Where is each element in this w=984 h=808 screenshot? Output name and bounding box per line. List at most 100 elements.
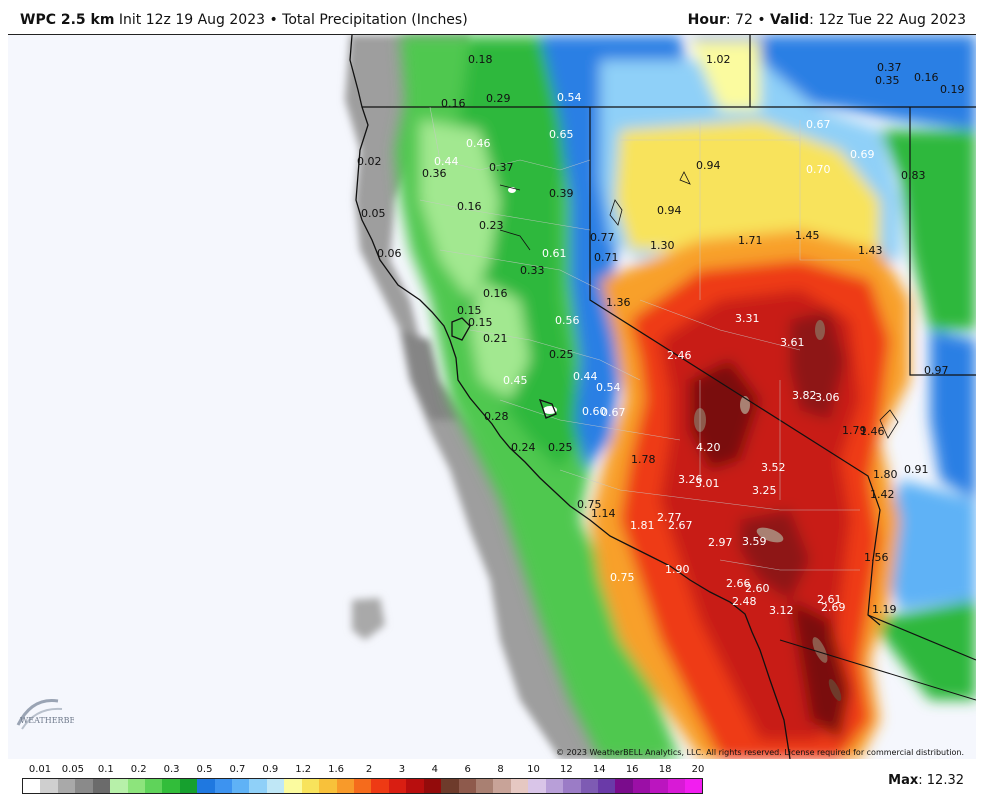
precip-value-label: 3.82: [792, 389, 817, 402]
map-canvas[interactable]: 0.180.16 0.29 0.540.460.650.02 0.440.36 0.37…: [8, 35, 976, 759]
valid-value: : 12z Tue 22 Aug 2023: [809, 12, 966, 28]
precip-value-label: 0.18: [468, 53, 493, 66]
precip-value-label: 0.21: [483, 332, 508, 345]
legend-tick: 1.6: [328, 764, 345, 775]
max-label: Max: [888, 773, 919, 788]
precip-value-label: 1.02: [706, 53, 731, 66]
precip-value-label: 4.20: [696, 441, 721, 454]
legend-swatch: [127, 779, 145, 793]
precip-value-label: 0.60: [582, 405, 607, 418]
header-title: WPC 2.5 km Init 12z 19 Aug 2023 • Total …: [20, 12, 468, 28]
precip-value-label: 3.26: [678, 473, 703, 486]
precip-value-label: 0.36: [422, 167, 447, 180]
precip-value-label: 1.71: [738, 234, 763, 247]
precip-value-label: 2.48: [732, 595, 757, 608]
precip-value-label: 0.37: [489, 161, 514, 174]
legend-tick: 0.01: [28, 764, 52, 775]
legend-swatch: [162, 779, 180, 793]
legend-tick: 0.1: [97, 764, 114, 775]
legend-swatch: [597, 779, 616, 793]
precip-value-label: 0.45: [503, 374, 528, 387]
legend-swatch: [144, 779, 163, 793]
precip-value-label: 0.56: [555, 314, 580, 327]
precip-value-label: 0.69: [850, 148, 875, 161]
legend-swatch: [214, 779, 233, 793]
precipitation-map[interactable]: 0.18 0.16 0.29 0.54 0.46 0.65 0.02 0.44 0.36 0.37…: [8, 35, 976, 759]
precip-value-label: 0.35: [875, 74, 900, 87]
precip-value-label: 0.16: [483, 287, 508, 300]
legend-tick: 0.05: [61, 764, 85, 775]
legend-tick: 0.3: [163, 764, 180, 775]
legend-tick: 3: [398, 764, 406, 775]
precip-value-label: 0.23: [479, 219, 504, 232]
header-divider: [8, 34, 976, 35]
legend-swatch: [580, 779, 598, 793]
legend-swatch: [685, 779, 703, 793]
hour-label: Hour: [687, 12, 726, 28]
precip-value-label: 0.65: [549, 128, 574, 141]
legend-swatch: [441, 779, 459, 793]
legend-swatch: [493, 779, 511, 793]
legend-swatch: [388, 779, 407, 793]
legend-tick-labels: 0.01 0.05 0.1 0.2 0.3 0.5 0.7 0.9 1.2 1.6 2 3 4 6 8 10 1…: [22, 764, 705, 778]
precip-value-label: 0.16: [914, 71, 939, 84]
max-value: Max: 12.32: [888, 773, 964, 788]
model-name: WPC 2.5 km: [20, 12, 115, 28]
precip-value-label: 3.31: [735, 312, 760, 325]
precip-value-label: 1.90: [665, 563, 690, 576]
valid-label: Valid: [770, 12, 810, 28]
precip-value-label: 3.25: [752, 484, 777, 497]
legend-swatch: [57, 779, 76, 793]
precip-value-label: 1.56: [864, 551, 889, 564]
precip-value-label: 0.67: [601, 406, 626, 419]
precip-value-label: 1.81: [630, 519, 655, 532]
hour-value: : 72 •: [725, 12, 771, 28]
legend-swatch: [354, 779, 372, 793]
legend-tick: 0.5: [196, 764, 213, 775]
precip-value-label: 2.69: [821, 601, 846, 614]
legend-swatch: [371, 779, 389, 793]
precip-value-label: 2.46: [667, 349, 692, 362]
rivers-lakes: [499, 171, 899, 439]
legend-swatch: [632, 779, 651, 793]
legend-swatch: [197, 779, 215, 793]
legend-swatch: [266, 779, 285, 793]
header-valid: Hour: 72 • Valid: 12z Tue 22 Aug 2023: [688, 12, 966, 28]
precip-value-label: 0.29: [486, 92, 511, 105]
precip-value-label: 0.71: [594, 251, 619, 264]
precip-value-label: 1.30: [650, 239, 675, 252]
legend-tick: 1.2: [295, 764, 312, 775]
precip-value-label: 0.97: [924, 364, 949, 377]
legend-swatch: [336, 779, 355, 793]
precip-value-label: 1.80: [873, 468, 898, 481]
intl-border: [779, 639, 976, 701]
precip-value-label: 0.15: [468, 316, 493, 329]
precip-value-label: 0.16: [441, 97, 466, 110]
precip-value-label: 0.46: [466, 137, 491, 150]
precip-value-label: 1.14: [591, 507, 616, 520]
precip-value-label: 2.67: [668, 519, 693, 532]
precip-value-label: 0.83: [901, 169, 926, 182]
precip-value-label: 3.12: [769, 604, 794, 617]
legend-swatch: [615, 779, 633, 793]
legend-tick: 18: [658, 764, 672, 775]
precip-value-label: 0.44: [434, 155, 459, 168]
legend-tick: 8: [497, 764, 504, 775]
weatherbell-logo: WEATHERBELL: [14, 695, 74, 735]
legend-swatch: [301, 779, 320, 793]
legend-tick: 16: [625, 764, 639, 775]
legend-swatch: [75, 779, 93, 793]
precip-value-label: 1.19: [872, 603, 897, 616]
precip-value-label: 1.43: [858, 244, 883, 257]
map-header: WPC 2.5 km Init 12z 19 Aug 2023 • Total …: [0, 0, 984, 36]
precip-value-label: 3.61: [780, 336, 805, 349]
legend-swatch: [667, 779, 686, 793]
state-borders: [362, 35, 976, 661]
precip-value-label: 1.79: [842, 424, 867, 437]
legend-tick: 0.2: [130, 764, 147, 775]
precip-value-label: 0.77: [590, 231, 615, 244]
precip-value-label: 2.97: [708, 536, 733, 549]
precip-value-label: 0.70: [806, 163, 831, 176]
precip-value-label: 0.19: [940, 83, 965, 96]
copyright-notice: © 2023 WeatherBELL Analytics, LLC. All r…: [556, 748, 964, 757]
